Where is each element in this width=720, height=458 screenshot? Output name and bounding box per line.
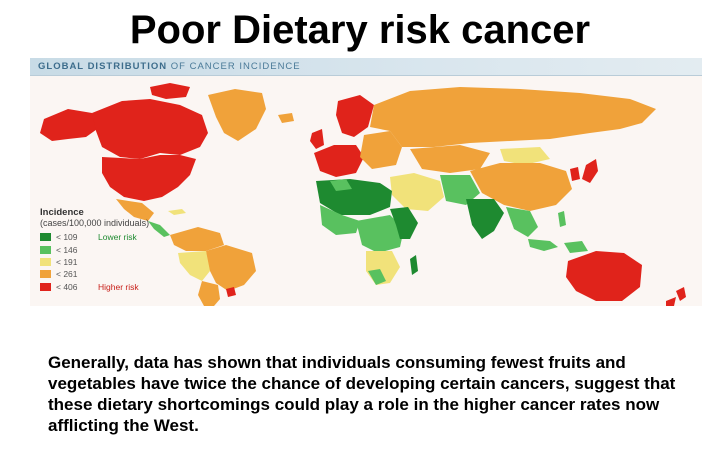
central-africa bbox=[356, 215, 404, 253]
legend-item: < 261 bbox=[40, 268, 240, 280]
legend-swatch bbox=[40, 233, 51, 242]
brazil bbox=[206, 245, 256, 291]
map-header-bar: GLOBAL DISTRIBUTION OF CANCER INCIDENCE bbox=[30, 58, 702, 76]
new-guinea bbox=[564, 241, 588, 253]
japan bbox=[582, 159, 598, 183]
philippines bbox=[558, 211, 566, 227]
legend-value: < 191 bbox=[56, 256, 78, 267]
madagascar bbox=[410, 255, 418, 275]
russia bbox=[370, 87, 656, 147]
argentina-chile bbox=[198, 281, 220, 306]
peru-bolivia bbox=[178, 251, 210, 281]
cancer-incidence-map-panel: GLOBAL DISTRIBUTION OF CANCER INCIDENCE bbox=[30, 58, 702, 306]
legend-item: < 146 bbox=[40, 243, 240, 255]
southeast-asia bbox=[506, 207, 538, 237]
legend-note: Higher risk bbox=[98, 281, 139, 292]
west-africa bbox=[320, 205, 360, 235]
legend-item: < 109 Lower risk bbox=[40, 231, 240, 243]
united-kingdom bbox=[310, 129, 324, 149]
legend-title: Incidence bbox=[40, 207, 84, 218]
slide-title: Poor Dietary risk cancer bbox=[129, 8, 591, 52]
new-zealand-south bbox=[666, 297, 676, 306]
central-asia bbox=[410, 145, 490, 173]
caribbean bbox=[168, 209, 186, 215]
legend-swatch bbox=[40, 245, 51, 254]
legend-value: < 261 bbox=[56, 269, 78, 280]
body-paragraph: Generally, data has shown that individua… bbox=[48, 353, 676, 435]
south-africa-south bbox=[368, 269, 386, 285]
scandinavia bbox=[336, 95, 374, 137]
legend-swatch bbox=[40, 257, 51, 266]
central-america bbox=[148, 221, 170, 237]
legend-swatch bbox=[40, 282, 51, 291]
world-map bbox=[40, 83, 686, 306]
australia bbox=[566, 251, 642, 301]
united-states bbox=[102, 155, 196, 201]
mongolia bbox=[500, 147, 550, 165]
south-america-north bbox=[170, 227, 224, 251]
india bbox=[466, 199, 504, 239]
legend-subtitle: (cases/100,000 individuals) bbox=[40, 218, 150, 228]
legend-item: < 191 bbox=[40, 256, 240, 268]
legend-swatch bbox=[40, 270, 51, 279]
legend-value: < 406 bbox=[56, 281, 78, 292]
iran-pakistan bbox=[440, 175, 480, 205]
new-zealand bbox=[676, 287, 686, 301]
map-header-title: GLOBAL DISTRIBUTION OF CANCER INCIDENCE bbox=[38, 61, 301, 72]
map-legend: Incidence (cases/100,000 individuals) < … bbox=[40, 208, 240, 303]
map-header-bold: GLOBAL DISTRIBUTION bbox=[38, 61, 168, 72]
legend-value: < 146 bbox=[56, 244, 78, 255]
mexico bbox=[116, 199, 154, 221]
east-africa bbox=[390, 207, 418, 239]
korea bbox=[570, 167, 580, 181]
western-europe bbox=[314, 145, 364, 177]
uruguay bbox=[226, 287, 236, 297]
greenland bbox=[208, 89, 266, 141]
legend-item: < 406 Higher risk bbox=[40, 281, 240, 293]
middle-east bbox=[390, 173, 444, 211]
map-header-rest: OF CANCER INCIDENCE bbox=[167, 61, 301, 72]
iceland bbox=[278, 113, 294, 123]
indonesia bbox=[528, 239, 558, 251]
legend-value: < 109 bbox=[56, 232, 78, 243]
canada bbox=[92, 99, 208, 159]
north-africa-east bbox=[330, 179, 352, 191]
legend-rows: < 109 Lower risk < 146 < 191 < 261 < 406 Highe… bbox=[40, 231, 240, 293]
eastern-europe bbox=[360, 131, 402, 169]
arctic-islands bbox=[150, 83, 190, 99]
china bbox=[470, 163, 572, 211]
legend-note: Lower risk bbox=[98, 232, 137, 243]
alaska bbox=[40, 109, 100, 141]
